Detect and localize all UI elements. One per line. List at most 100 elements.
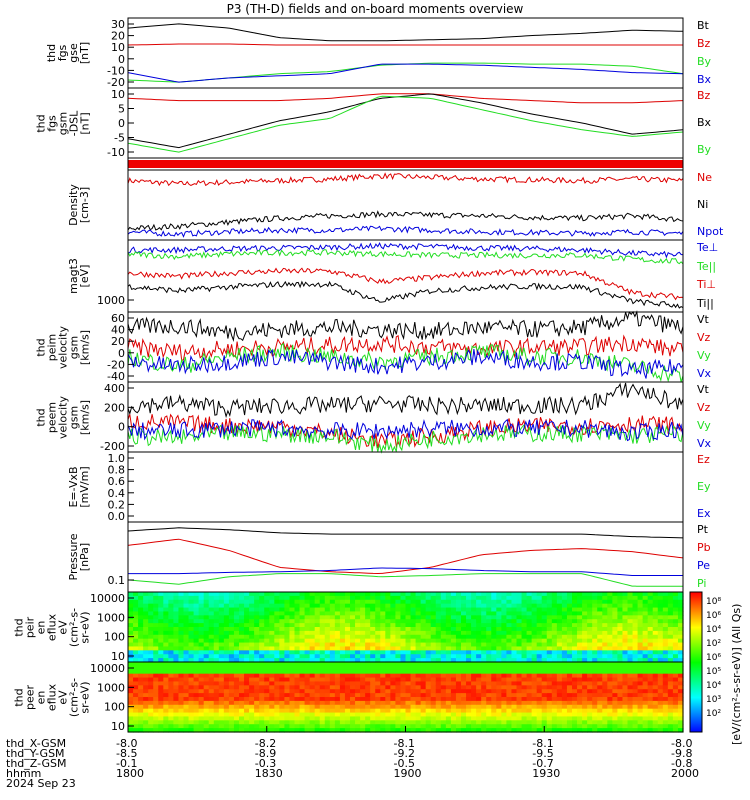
spectrogram-cell (324, 658, 331, 663)
spectrogram-cell (213, 623, 220, 628)
spectrogram-cell (203, 611, 210, 616)
spectrogram-cell (612, 662, 619, 667)
spectrogram-cell (289, 665, 296, 671)
spectrogram-cell (329, 599, 336, 605)
spectrogram-cell (188, 607, 195, 613)
spectrogram-cell (269, 611, 275, 616)
spectrogram-cell (294, 611, 301, 616)
spectrogram-cell (274, 681, 280, 686)
spectrogram-cell (228, 720, 235, 725)
spectrogram-cell (430, 611, 437, 616)
spectrogram-cell (274, 716, 280, 721)
spectrogram-cell (329, 693, 336, 698)
spectrogram-cell (445, 592, 452, 597)
spectrogram-cell (233, 619, 240, 624)
spectrogram-cell (163, 599, 169, 605)
spectrogram-cell (294, 697, 301, 702)
spectrogram-cell (233, 603, 240, 609)
spectrogram-cell (662, 669, 669, 675)
spectrogram-cell (425, 615, 432, 620)
spectrogram-cell (471, 634, 477, 640)
spectrogram-cell (582, 716, 588, 721)
spectrogram-cell (148, 599, 154, 605)
spectrogram-cell (138, 642, 144, 648)
spectrogram-cell (481, 700, 487, 706)
colorbar-cell (690, 727, 702, 729)
spectrogram-cell (461, 697, 467, 702)
spectrogram-cell (632, 704, 639, 710)
spectrogram-cell (511, 724, 518, 729)
spectrogram-cell (506, 607, 513, 613)
spectrogram-cell (677, 728, 684, 733)
spectrogram-cell (148, 704, 154, 710)
spectrogram-cell (329, 603, 336, 609)
spectrogram-cell (249, 662, 255, 667)
spectrogram-cell (239, 654, 245, 659)
spectrogram-cell (279, 607, 286, 613)
spectrogram-cell (491, 650, 497, 655)
spectrogram-cell (269, 615, 275, 620)
spectrogram-cell (587, 654, 593, 659)
spectrogram-cell (350, 627, 356, 632)
spectrogram-cell (289, 685, 296, 690)
spectrogram-cell (254, 627, 260, 632)
spectrogram-cell (652, 623, 659, 628)
spectrogram-cell (657, 708, 664, 714)
spectrogram-cell (627, 627, 634, 632)
spectrogram-cell (223, 650, 230, 655)
spectrogram-cell (339, 650, 346, 655)
spectrogram-cell (415, 689, 422, 694)
spectrogram-cell (672, 595, 679, 601)
spectrogram-cell (239, 669, 245, 675)
spectrogram-cell (400, 599, 407, 605)
spectrogram-cell (602, 634, 608, 640)
spectrogram-cell (158, 677, 164, 683)
legend-Te⊥: Te⊥ (697, 241, 719, 254)
spectrogram-cell (365, 677, 371, 683)
series-line-Bx (127, 63, 684, 83)
spectrogram-cell (607, 603, 613, 609)
spectrogram-cell (652, 669, 659, 675)
spectrogram-cell (213, 642, 220, 648)
spectrogram-cell (208, 689, 215, 694)
spectrogram-cell (360, 712, 366, 718)
spectrogram-cell (420, 627, 427, 632)
spectrogram-cell (405, 662, 412, 667)
spectrogram-cell (213, 720, 220, 725)
spectrogram-cell (153, 658, 159, 663)
spectrogram-cell (279, 611, 286, 616)
spectrogram-cell (652, 681, 659, 686)
spectrogram-cell (163, 704, 169, 710)
spectrogram-cell (667, 697, 674, 702)
spectrogram-cell (319, 677, 326, 683)
legend-Ti⊥: Ti⊥ (697, 278, 717, 292)
spectrogram-cell (476, 646, 482, 651)
spectrogram-cell (536, 623, 543, 628)
spectrogram-cell (339, 724, 346, 729)
spectrogram-cell (249, 638, 255, 644)
spectrogram-cell (476, 630, 482, 636)
spectrogram-cell (158, 650, 164, 655)
colorbar-cell (690, 668, 702, 670)
spectrogram-cell (627, 716, 634, 721)
spectrogram-cell (572, 724, 578, 729)
spectrogram-cell (148, 650, 154, 655)
spectrogram-cell (622, 712, 629, 718)
spectrogram-cell (233, 728, 240, 733)
spectrogram-cell (178, 677, 185, 683)
spectrogram-cell (652, 720, 659, 725)
spectrogram-cell (582, 603, 588, 609)
spectrogram-cell (259, 658, 265, 663)
spectrogram-cell (360, 693, 366, 698)
spectrogram-cell (642, 603, 649, 609)
spectrogram-cell (511, 638, 518, 644)
spectrogram-cell (642, 634, 649, 640)
spectrogram-cell (183, 697, 190, 702)
spectrogram-cell (344, 728, 351, 733)
spectrogram-cell (218, 646, 225, 651)
spectrogram-cell (425, 611, 432, 616)
spectrogram-cell (395, 615, 402, 620)
spectrogram-cell (148, 677, 154, 683)
spectrogram-cell (294, 642, 301, 648)
spectrogram-cell (667, 720, 674, 725)
